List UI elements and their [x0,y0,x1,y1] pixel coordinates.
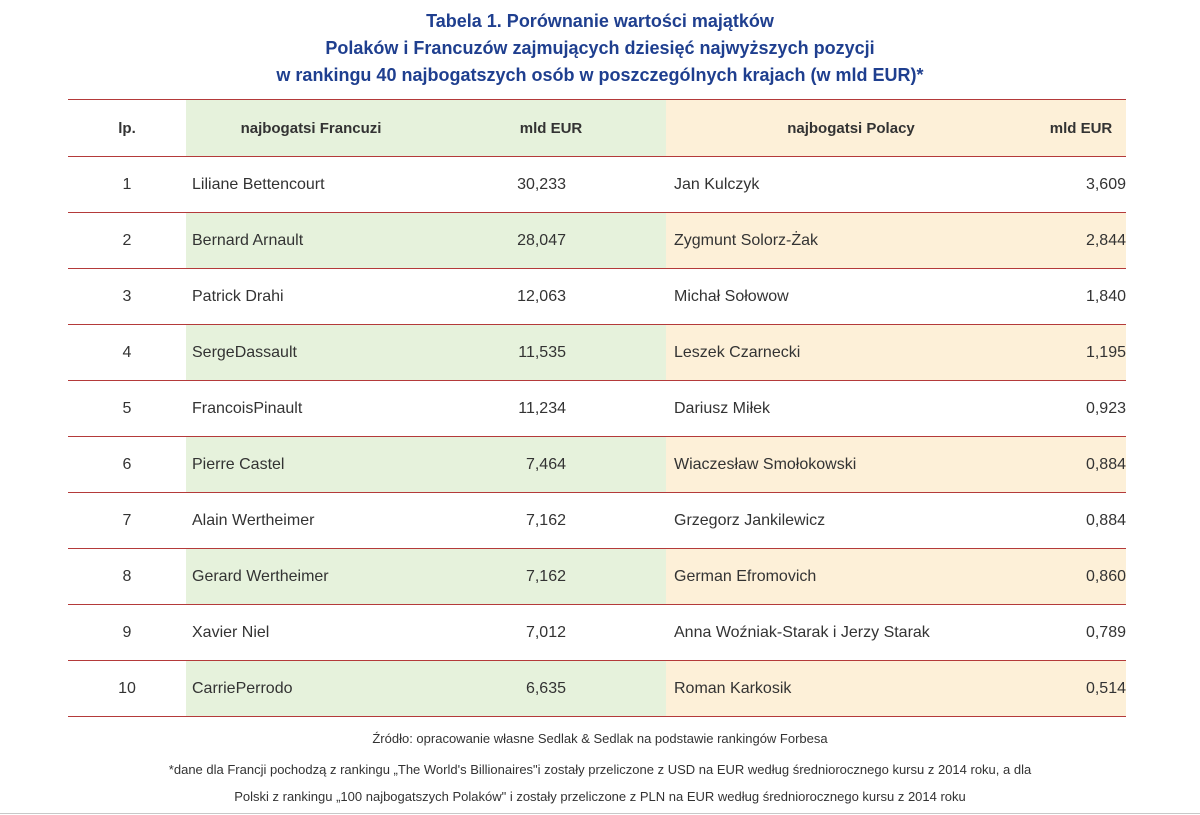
row-french-value: 7,464 [436,437,666,492]
row-lp: 10 [118,679,136,697]
table-row: 6 Pierre Castel 7,464 Wiaczesław Smołokowsk… [68,437,1126,493]
row-lp: 6 [122,455,132,473]
row-french-value-text: 28,047 [517,231,566,249]
row-french-value: 11,535 [436,325,666,380]
row-french-name: Patrick Drahi [192,287,284,305]
row-french-name: Gerard Wertheimer [186,549,436,604]
row-polish-value: 0,923 [1036,381,1126,436]
row-polish-value: 2,844 [1036,213,1126,268]
row-lp: 4 [122,343,132,361]
table-body: 1 Liliane Bettencourt 30,233 Jan Kulczyk 3,6… [68,157,1126,717]
row-polish-name: Jan Kulczyk [674,175,760,193]
table-row: 7 Alain Wertheimer 7,162 Grzegorz Jankilewi… [68,493,1126,549]
source-note: Źródło: opracowanie własne Sedlak & Sedl… [372,731,828,746]
row-polish-value-text: 0,884 [1085,455,1126,473]
row-lp: 2 [122,231,132,249]
row-french-name: Bernard Arnault [186,213,436,268]
row-polish-value: 0,514 [1036,661,1126,716]
row-polish-value-text: 1,195 [1085,343,1126,361]
row-lp: 1 [122,175,132,193]
row-french-value-text: 11,535 [518,343,566,361]
row-french-name: Xavier Niel [192,623,270,641]
table-row: 5 FrancoisPinault 11,234 Dariusz Miłek 0,923 [68,381,1126,437]
row-polish-value: 1,195 [1036,325,1126,380]
title-line-3: w rankingu 40 najbogatszych osób w poszc… [276,65,924,85]
title-line-2: Polaków i Francuzów zajmujących dziesięć… [325,38,875,58]
header-polish-value: mld EUR [1036,100,1126,156]
wealth-comparison-table: lp. najbogatsi Francuzi mld EUR najbogat… [68,99,1126,717]
row-french-value: 7,162 [436,493,666,548]
table-row: 3 Patrick Drahi 12,063 Michał Sołowow 1,840 [68,269,1126,325]
row-french-value-text: 6,635 [525,679,566,697]
row-lp: 5 [122,399,132,417]
row-french-name: Alain Wertheimer [192,511,315,529]
header-polish: najbogatsi Polacy [666,100,1036,156]
row-french-value: 12,063 [436,269,666,324]
table-title: Tabela 1. Porównanie wartości majątków P… [0,8,1200,89]
row-french-value-text: 12,063 [517,287,566,305]
bottom-divider [0,813,1200,814]
row-polish-value: 1,840 [1036,269,1126,324]
table-row: 4 SergeDassault 11,535 Leszek Czarnecki 1,19… [68,325,1126,381]
row-polish-value-text: 0,514 [1085,679,1126,697]
row-polish-name: Anna Woźniak-Starak i Jerzy Starak [674,623,930,641]
row-french-value: 6,635 [436,661,666,716]
row-polish-value-text: 1,840 [1085,287,1126,305]
row-polish-name: Roman Karkosik [666,661,1036,716]
row-french-value: 7,012 [436,605,666,660]
row-polish-value-text: 3,609 [1085,175,1126,193]
row-polish-value: 0,884 [1036,437,1126,492]
row-polish-name: German Efromovich [666,549,1036,604]
row-french-value-text: 30,233 [517,175,566,193]
row-polish-value: 0,860 [1036,549,1126,604]
row-french-name: SergeDassault [186,325,436,380]
row-lp: 8 [122,567,132,585]
table-row: 9 Xavier Niel 7,012 Anna Woźniak-Starak i J… [68,605,1126,661]
table-row: 1 Liliane Bettencourt 30,233 Jan Kulczyk 3,6… [68,157,1126,213]
row-french-name: Liliane Bettencourt [192,175,325,193]
header-lp: lp. [118,119,136,137]
row-french-value-text: 7,162 [525,567,566,585]
row-polish-name: Leszek Czarnecki [666,325,1036,380]
row-lp: 9 [122,623,132,641]
footnote-line-1: *dane dla Francji pochodzą z rankingu „T… [168,762,1032,777]
row-polish-value-text: 0,789 [1085,623,1126,641]
row-french-value: 28,047 [436,213,666,268]
row-polish-name: Michał Sołowow [674,287,789,305]
row-polish-name: Dariusz Miłek [674,399,771,417]
row-polish-value-text: 0,884 [1085,511,1126,529]
title-line-1: Tabela 1. Porównanie wartości majątków [426,11,774,31]
table-row: 10 CarriePerrodo 6,635 Roman Karkosik 0,514 [68,661,1126,717]
table-header-row: lp. najbogatsi Francuzi mld EUR najbogat… [68,100,1126,157]
row-french-value-text: 7,162 [525,511,566,529]
row-french-name: CarriePerrodo [186,661,436,716]
row-polish-value: 0,789 [1036,605,1126,660]
table-row: 2 Bernard Arnault 28,047 Zygmunt Solorz-Żak… [68,213,1126,269]
row-french-value-text: 7,012 [525,623,566,641]
row-french-name: Pierre Castel [186,437,436,492]
header-french: najbogatsi Francuzi [186,100,436,156]
row-lp: 3 [122,287,132,305]
row-polish-value-text: 2,844 [1085,231,1126,249]
row-french-value-text: 11,234 [518,399,566,417]
row-polish-value: 0,884 [1036,493,1126,548]
row-lp: 7 [122,511,132,529]
row-french-name: FrancoisPinault [192,399,303,417]
row-french-value-text: 7,464 [525,455,566,473]
row-polish-value: 3,609 [1036,157,1126,212]
row-polish-name: Zygmunt Solorz-Żak [666,213,1036,268]
row-polish-name: Grzegorz Jankilewicz [674,511,826,529]
header-french-value: mld EUR [436,100,666,156]
footnote-line-2: Polski z rankingu „100 najbogatszych Pol… [234,789,966,804]
row-polish-value-text: 0,923 [1085,399,1126,417]
row-polish-name: Wiaczesław Smołokowski [666,437,1036,492]
row-french-value: 7,162 [436,549,666,604]
table-row: 8 Gerard Wertheimer 7,162 German Efromovich… [68,549,1126,605]
row-french-value: 11,234 [436,381,666,436]
row-french-value: 30,233 [436,157,666,212]
row-polish-value-text: 0,860 [1085,567,1126,585]
